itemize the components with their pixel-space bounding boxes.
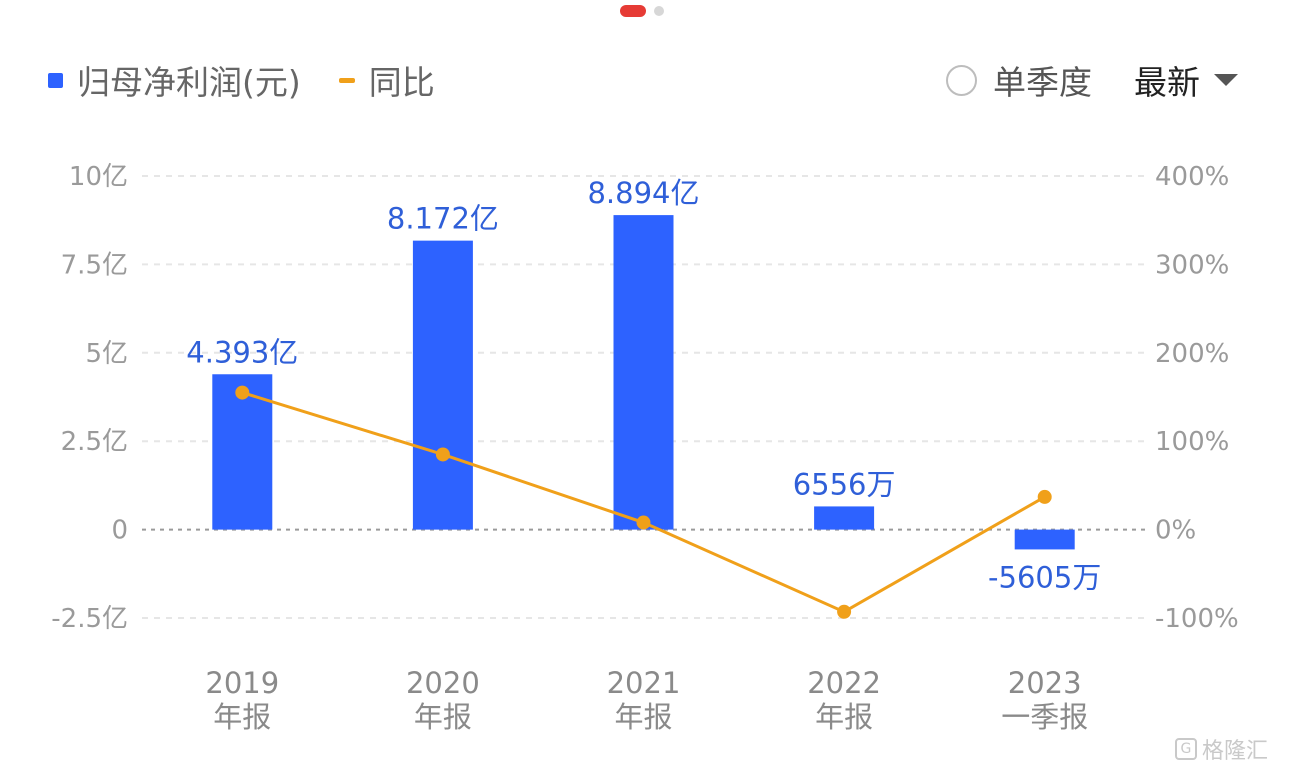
x-category-type: 一季报 [1001, 700, 1088, 734]
left-tick-label: -2.5亿 [51, 604, 128, 634]
page-indicator[interactable] [620, 5, 664, 17]
left-tick-label: 2.5亿 [61, 427, 128, 457]
caret-down-icon [1214, 74, 1238, 86]
bar-value-label: 4.393亿 [186, 335, 298, 369]
bar [613, 215, 674, 530]
right-tick-label: 200% [1155, 339, 1229, 369]
period-dropdown-label: 最新 [1134, 63, 1200, 102]
x-category-type: 年报 [414, 700, 472, 734]
x-category-year: 2023 [1008, 666, 1082, 700]
x-category-year: 2019 [205, 666, 279, 700]
legend-label-net-profit: 归母净利润(元) [77, 63, 301, 102]
bar [814, 506, 875, 530]
right-tick-label: -100% [1155, 604, 1239, 634]
bar-value-label: 6556万 [793, 467, 896, 501]
yoy-point [235, 385, 250, 400]
legend-square-icon [48, 72, 63, 88]
right-tick-label: 100% [1155, 427, 1229, 457]
bar-value-label: -5605万 [988, 560, 1101, 594]
right-tick-label: 0% [1155, 516, 1196, 546]
chart-legend: 归母净利润(元) 同比 [48, 56, 473, 104]
legend-label-yoy: 同比 [368, 63, 435, 102]
legend-item-net-profit[interactable]: 归母净利润(元) [48, 56, 301, 104]
right-tick-label: 400% [1155, 162, 1229, 192]
left-tick-label: 5亿 [85, 339, 128, 369]
bar-value-label: 8.172亿 [387, 202, 499, 236]
left-tick-label: 7.5亿 [61, 250, 128, 280]
bar [412, 240, 473, 530]
x-category-year: 2021 [607, 666, 681, 700]
x-category-year: 2022 [807, 666, 881, 700]
page-dot-active[interactable] [620, 5, 646, 17]
x-category-type: 年报 [815, 700, 873, 734]
right-tick-label: 300% [1155, 250, 1229, 280]
watermark: G 格隆汇 [1174, 733, 1268, 765]
yoy-point [837, 604, 852, 619]
x-category-type: 年报 [614, 700, 672, 734]
chart-controls: 单季度 最新 [946, 56, 1238, 104]
left-tick-label: 0 [111, 516, 128, 546]
bar-value-label: 8.894亿 [587, 176, 699, 210]
single-quarter-label[interactable]: 单季度 [993, 63, 1092, 102]
yoy-point [636, 515, 651, 530]
x-category-type: 年报 [213, 700, 271, 734]
legend-line-icon [338, 77, 355, 83]
legend-item-yoy[interactable]: 同比 [338, 56, 435, 104]
period-dropdown[interactable]: 最新 [1134, 56, 1238, 104]
yoy-point [435, 447, 450, 462]
page-dot[interactable] [654, 6, 664, 16]
bar [1014, 529, 1075, 550]
watermark-text: 格隆汇 [1201, 739, 1268, 764]
x-category-year: 2020 [406, 666, 480, 700]
yoy-point [1037, 489, 1052, 504]
watermark-logo-icon: G [1174, 738, 1197, 760]
left-tick-label: 10亿 [69, 162, 128, 192]
single-quarter-radio[interactable] [946, 64, 977, 96]
